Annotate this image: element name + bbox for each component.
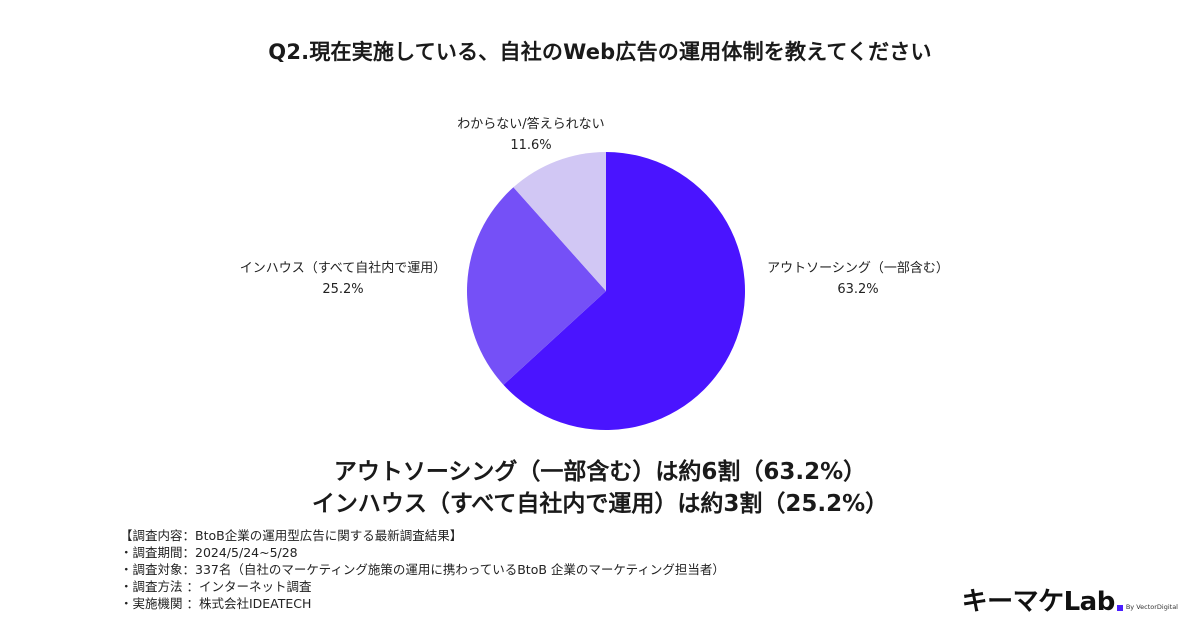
label-inhouse-name: インハウス（すべて自社内で運用） — [240, 260, 447, 276]
survey-note-period: ・調査期間：2024/5/24~5/28 — [120, 545, 298, 560]
label-inhouse-value: 25.2% — [322, 282, 363, 297]
survey-note-method: ・調査方法 ：インターネット調査 — [120, 579, 312, 594]
survey-note-target: ・調査対象：337名（自社のマーケティング施策の運用に携わっているBtoB 企業… — [120, 562, 725, 577]
slice-outsourcing — [503, 152, 746, 430]
label-unknown-name: わからない/答えられない — [457, 116, 604, 132]
slice-unknown — [513, 152, 606, 291]
headline-inhouse: インハウス（すべて自社内で運用）は約3割（25.2%） — [311, 491, 889, 517]
logo: キーマケLab By VectorDigital — [962, 588, 1178, 616]
chart-title: Q2.現在実施している、自社のWeb広告の運用体制を教えてください — [268, 40, 932, 64]
survey-notes: 【調査内容：BtoB企業の運用型広告に関する最新調査結果】 ・調査期間：2024… — [120, 527, 725, 612]
logo-byline: By VectorDigital — [1125, 603, 1178, 611]
survey-note-organization: ・実施機関 ：株式会社IDEATECH — [120, 596, 312, 611]
label-unknown-value: 11.6% — [510, 138, 551, 153]
label-outsourcing-value: 63.2% — [837, 282, 878, 297]
slice-inhouse — [466, 187, 606, 385]
logo-dot — [1116, 605, 1123, 611]
label-outsourcing-name: アウトソーシング（一部含む） — [767, 260, 949, 276]
headline-outsourcing: アウトソーシング（一部含む）は約6割（63.2%） — [333, 459, 867, 485]
survey-note-content: 【調査内容：BtoB企業の運用型広告に関する最新調査結果】 — [120, 528, 463, 543]
logo-text: キーマケLab — [961, 587, 1116, 617]
